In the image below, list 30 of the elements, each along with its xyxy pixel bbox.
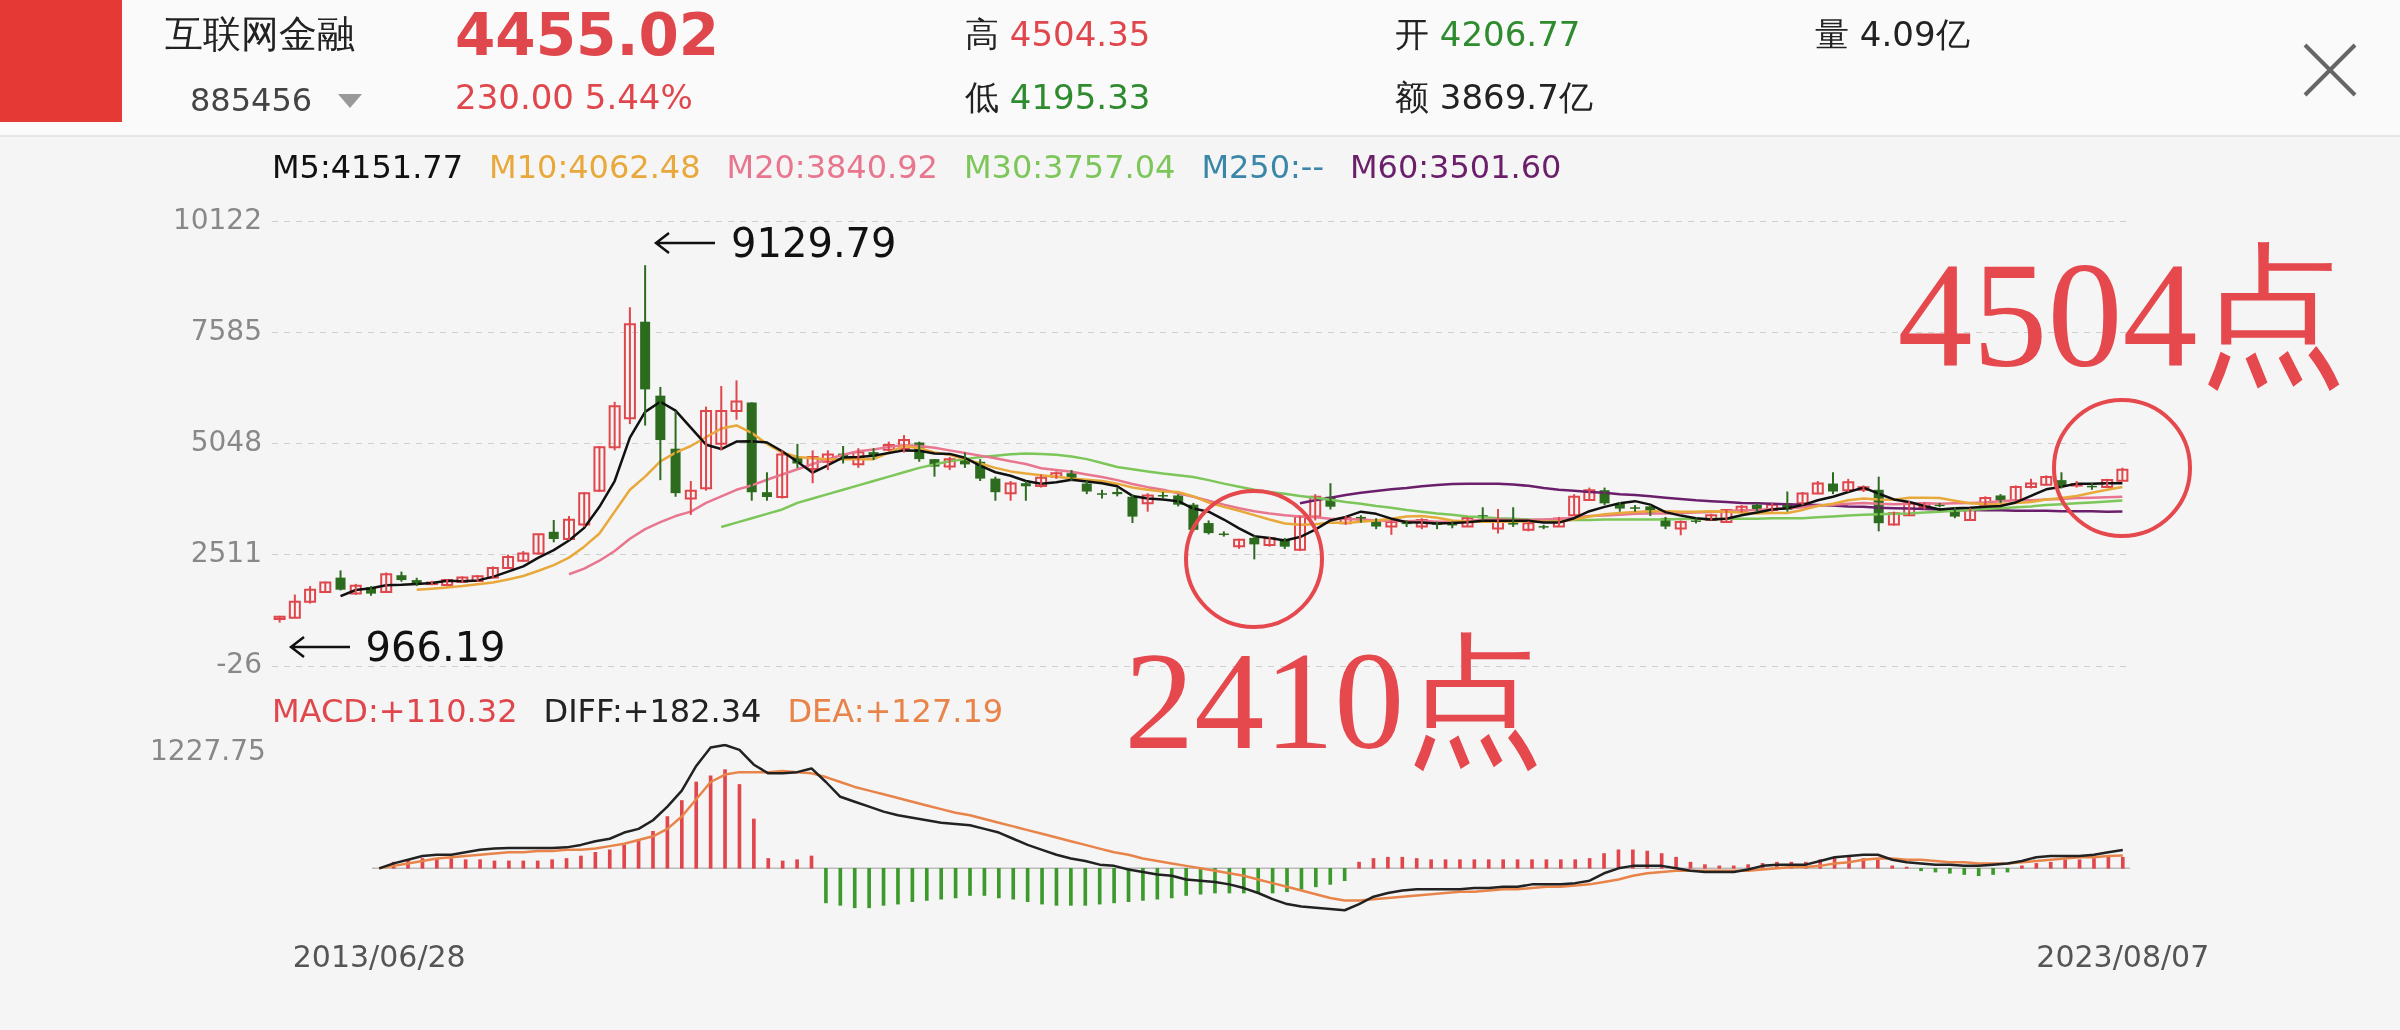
series-label: DEA:+127.19: [787, 692, 1004, 730]
annotation: 9129.79: [731, 220, 897, 267]
text: 230.00 5.44%: [455, 77, 693, 117]
x-tick-label: 2023/08/07: [2036, 938, 2210, 974]
chart-title: 互联网金融: [165, 12, 355, 56]
text: M5:4151.77: [272, 148, 464, 186]
text: 高 4504.35: [965, 14, 1151, 54]
text: 开 4206.77: [1395, 14, 1581, 54]
text: M60:3501.60: [1349, 148, 1562, 186]
text: 量 4.09亿: [1815, 14, 1970, 54]
annotation: 4504点: [1896, 231, 2349, 398]
y-tick-label: 10122: [172, 203, 262, 237]
text: 低 4195.33: [965, 77, 1151, 117]
series-label: DIFF:+182.34: [543, 692, 762, 730]
text: M30:3757.04: [963, 148, 1176, 186]
y-tick-label: 5048: [190, 425, 262, 459]
text: 1227.75: [150, 734, 266, 767]
text: 4455.02: [455, 1, 720, 69]
text: M10:4062.48: [489, 148, 701, 186]
legend-label: M250:--: [1201, 148, 1324, 186]
annotation: 966.19: [365, 623, 506, 670]
x-tick-label: 2013/06/28: [292, 938, 466, 974]
text: M20:3840.92: [726, 148, 938, 186]
y-tick-label: 2511: [190, 536, 262, 570]
annotation: 2410点: [1124, 623, 1545, 779]
text: 额 3869.7亿: [1395, 77, 1593, 117]
y-tick-label: -26: [216, 647, 262, 681]
y-tick-label: 7585: [190, 314, 262, 348]
chart-subtitle: 885456: [190, 81, 313, 119]
text: MACD:+110.32: [272, 692, 518, 730]
